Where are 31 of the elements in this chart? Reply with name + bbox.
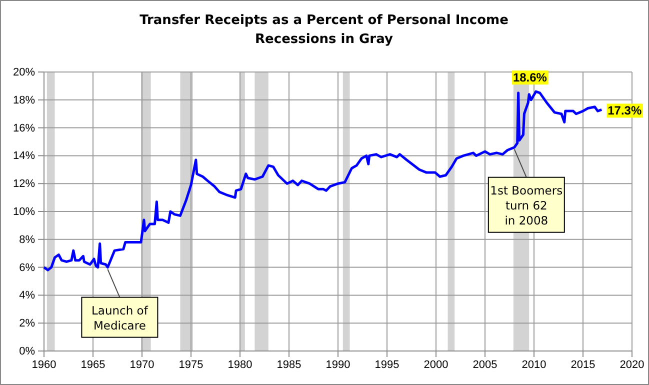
x-tick-label: 1990 bbox=[326, 358, 350, 371]
x-tick-label: 1995 bbox=[374, 358, 400, 371]
x-tick-label: 1960 bbox=[32, 358, 56, 371]
annotation: 18.6% bbox=[512, 70, 548, 85]
x-tick-label: 1980 bbox=[228, 358, 252, 371]
y-tick-label: 6% bbox=[19, 262, 36, 274]
annotation: Launch of Medicare bbox=[92, 303, 149, 332]
y-tick-label: 18% bbox=[12, 94, 36, 106]
x-tick-label: 1975 bbox=[178, 358, 204, 371]
y-tick-label: 4% bbox=[19, 290, 36, 302]
x-tick-label: 2000 bbox=[424, 358, 448, 371]
chart-title: Transfer Receipts as a Percent of Personal Income bbox=[140, 13, 509, 28]
y-tick-label: 20% bbox=[12, 66, 36, 79]
y-tick-label: 8% bbox=[19, 234, 36, 246]
y-tick-label: 12% bbox=[12, 178, 36, 190]
x-tick-label: 2015 bbox=[570, 358, 596, 371]
x-tick-label: 2020 bbox=[620, 358, 644, 371]
annotation: 1st Boomers turn 62 in 2008 bbox=[490, 183, 563, 228]
y-tick-label: 16% bbox=[12, 122, 36, 134]
y-tick-label: 0% bbox=[19, 346, 36, 358]
x-tick-label: 1965 bbox=[80, 358, 106, 371]
y-tick-label: 2% bbox=[19, 318, 36, 330]
x-tick-label: 1985 bbox=[276, 358, 302, 371]
line-series bbox=[42, 90, 603, 272]
chart-subtitle: Recessions in Gray bbox=[255, 32, 394, 47]
y-tick-label: 10% bbox=[12, 206, 36, 218]
x-tick-label: 2010 bbox=[522, 358, 546, 371]
x-tick-label: 2005 bbox=[472, 358, 498, 371]
y-tick-label: 14% bbox=[12, 150, 36, 162]
x-tick-label: 1970 bbox=[130, 358, 154, 371]
annotation: 17.3% bbox=[608, 104, 642, 118]
